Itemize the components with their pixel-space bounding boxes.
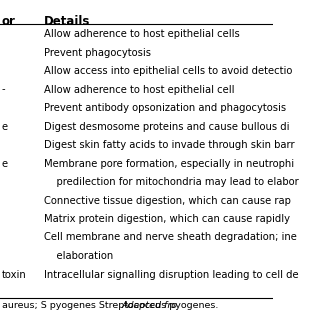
Text: e: e — [2, 122, 8, 132]
Text: toxin: toxin — [2, 269, 27, 279]
Text: Adapted fro: Adapted fro — [121, 301, 178, 310]
Text: Prevent phagocytosis: Prevent phagocytosis — [44, 47, 151, 58]
Text: or: or — [2, 15, 16, 28]
Text: Matrix protein digestion, which can cause rapidly: Matrix protein digestion, which can caus… — [44, 214, 290, 224]
Text: Allow access into epithelial cells to avoid detectio: Allow access into epithelial cells to av… — [44, 66, 293, 76]
Text: Allow adherence to host epithelial cells: Allow adherence to host epithelial cells — [44, 29, 240, 39]
Text: Details: Details — [44, 15, 91, 28]
Text: Intracellular signalling disruption leading to cell de: Intracellular signalling disruption lead… — [44, 269, 299, 279]
Text: Cell membrane and nerve sheath degradation; inе: Cell membrane and nerve sheath degradati… — [44, 233, 297, 243]
Text: e: e — [2, 158, 8, 169]
Text: Allow adherence to host epithelial cell: Allow adherence to host epithelial cell — [44, 84, 235, 94]
Text: aureus; S pyogenes Streptococcus pyogenes.: aureus; S pyogenes Streptococcus pyogene… — [2, 301, 221, 310]
Text: -: - — [2, 84, 5, 94]
Text: elaboration: elaboration — [44, 251, 114, 261]
Text: Prevent antibody opsonization and phagocytosis: Prevent antibody opsonization and phagoc… — [44, 103, 286, 113]
Text: Connective tissue digestion, which can cause rap: Connective tissue digestion, which can c… — [44, 196, 291, 205]
Text: Membrane pore formation, especially in neutrophi: Membrane pore formation, especially in n… — [44, 158, 294, 169]
Text: Digest skin fatty acids to invade through skin barr: Digest skin fatty acids to invade throug… — [44, 140, 295, 150]
Text: Digest desmosome proteins and cause bullous di: Digest desmosome proteins and cause bull… — [44, 122, 290, 132]
Text: predilection for mitochondria may lead to elabor: predilection for mitochondria may lead t… — [44, 177, 299, 187]
